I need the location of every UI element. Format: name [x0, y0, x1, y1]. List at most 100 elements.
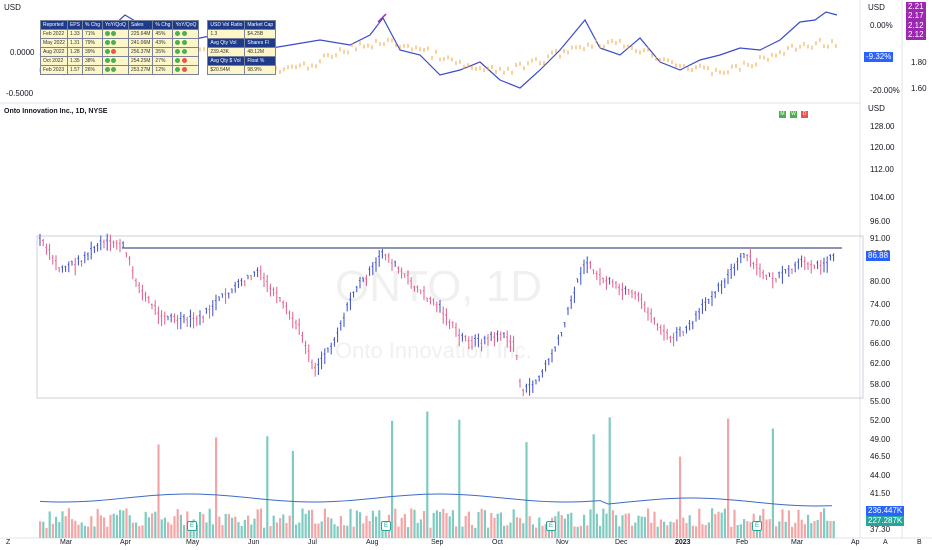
volume-bar [560, 515, 563, 538]
volume-bar [647, 508, 650, 538]
volume-bar [698, 508, 701, 538]
volume-bar [435, 510, 438, 538]
far-right-scale-1: 1.60 [911, 84, 927, 93]
watermark-name: Onto Innovation Inc. [335, 338, 532, 363]
top-currency-right: USD [868, 3, 885, 12]
earnings-marker[interactable]: E [752, 521, 762, 531]
volume-bar [141, 525, 144, 538]
volume-bar [781, 509, 784, 538]
volume-bar [195, 524, 198, 538]
volume-bar [480, 508, 483, 538]
volume-bar [314, 523, 317, 538]
volume-bar [656, 526, 659, 538]
volume-bar [746, 521, 749, 538]
volume-bar [378, 510, 381, 538]
cell: 1.57 [66, 65, 83, 75]
table-row: Feb 2023 1.57 26% 253.27M 12% $20.54M 98… [40, 65, 277, 75]
volume-bar [103, 517, 106, 538]
volume-bar [653, 511, 656, 538]
volume-bar [343, 525, 346, 538]
volume-bar [218, 516, 221, 538]
volume-bar [471, 524, 474, 538]
volume-bar [755, 527, 758, 538]
volume-bar [144, 511, 147, 538]
volume-bar [119, 509, 122, 538]
green-dot-icon [105, 67, 110, 73]
volume-bar [243, 519, 246, 538]
price-axis-label: 112.00 [870, 165, 894, 174]
volume-bar [128, 515, 131, 538]
volume-bar [637, 515, 640, 538]
volume-bar [160, 519, 163, 538]
volume-bar [749, 522, 752, 538]
volume-bar [701, 524, 704, 538]
volume-bar [803, 524, 806, 538]
volume-bar [691, 525, 694, 538]
volume-bar [384, 527, 387, 538]
volume-bar [416, 522, 419, 538]
volume-bar [333, 524, 336, 538]
volume-bar [346, 525, 349, 538]
log-scale-button[interactable]: B [917, 539, 922, 546]
volume-bar [170, 524, 173, 538]
volume-bar [240, 526, 243, 538]
earnings-marker[interactable]: E [187, 521, 197, 531]
price-axis-label: 44.00 [870, 471, 891, 480]
volume-bar [714, 514, 717, 538]
zoom-button[interactable]: Z [6, 539, 11, 546]
volume-bar [39, 521, 42, 538]
volume-bar [71, 519, 74, 538]
green-dot-icon [111, 40, 117, 46]
volume-bar [675, 519, 678, 538]
cell: $20.54M [207, 65, 246, 75]
volume-bar [96, 508, 99, 538]
volume-bar [74, 520, 77, 538]
volume-bar [448, 516, 451, 538]
fundamentals-table: Reported EPS % Chg YoY/QoQ Sales % Chg Y… [40, 20, 277, 75]
mwd-monthly-badge[interactable]: M [779, 111, 786, 118]
volume-bar [522, 523, 525, 538]
earnings-marker[interactable]: E [546, 521, 556, 531]
volume-bar [445, 513, 448, 538]
volume-bar [320, 521, 323, 538]
volume-bar [679, 456, 682, 538]
volume-bar [285, 523, 288, 538]
current-price-tag: 86.88 [866, 251, 891, 261]
green-dot-icon [111, 67, 117, 73]
volume-bar [125, 508, 128, 538]
volume-bar [429, 527, 432, 538]
green-dot-icon [175, 58, 181, 64]
mwd-weekly-badge[interactable]: W [790, 111, 797, 118]
mwd-daily-badge[interactable]: D [801, 111, 808, 118]
green-dot-icon [175, 67, 181, 73]
volume-bar [451, 510, 454, 538]
time-axis-label: May [186, 539, 200, 546]
price-axis-label: 70.00 [870, 319, 891, 328]
auto-scale-button[interactable]: A [883, 539, 888, 546]
volume-bar [253, 518, 256, 538]
new-high-marker [377, 13, 387, 23]
volume-bar [106, 526, 109, 538]
volume-bar [90, 516, 93, 538]
volume-bar [375, 516, 378, 538]
volume-bar [663, 521, 666, 538]
volume-bar [695, 526, 698, 538]
volume-bar [669, 521, 672, 538]
time-axis-label: Mar [791, 539, 804, 546]
volume-bar [506, 525, 509, 538]
volume-bar [179, 514, 182, 538]
volume-bar [474, 527, 477, 538]
volume-bar [115, 514, 118, 538]
volume-bar [515, 517, 518, 538]
volume-bar [621, 515, 624, 538]
volume-bar [250, 524, 253, 538]
earnings-marker[interactable]: E [381, 521, 391, 531]
volume-bar [823, 508, 826, 538]
price-axis-label: 120.00 [870, 143, 895, 152]
red-dot-icon [111, 49, 117, 55]
volume-bar [231, 517, 234, 538]
volume-bar [275, 522, 278, 538]
volume-bar [631, 525, 634, 538]
volume-bar [93, 526, 96, 538]
